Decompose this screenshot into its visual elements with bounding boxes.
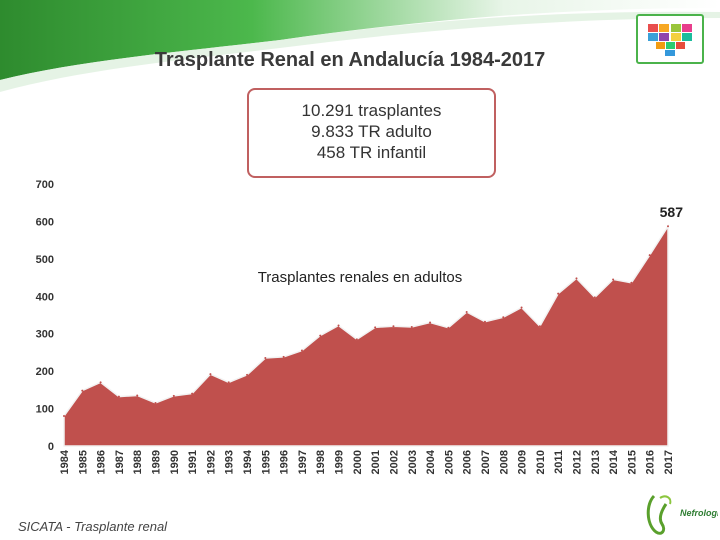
data-point — [593, 296, 596, 299]
y-tick-label: 0 — [48, 441, 54, 453]
chart-annotation: Trasplantes renales en adultos — [258, 269, 463, 286]
x-tick-label: 2007 — [480, 450, 492, 474]
x-tick-label: 2015 — [626, 450, 638, 474]
data-point — [264, 357, 267, 360]
y-tick-label: 200 — [36, 366, 54, 378]
data-point — [191, 392, 194, 395]
x-tick-label: 1994 — [242, 449, 254, 474]
slide-title: Trasplante Renal en Andalucía 1984-2017 — [154, 49, 546, 71]
data-point — [410, 325, 413, 328]
summary-total: 10.291 trasplantes — [301, 101, 442, 120]
x-tick-label: 1995 — [260, 450, 272, 474]
x-tick-label: 2004 — [425, 449, 437, 474]
x-tick-label: 1989 — [151, 450, 163, 474]
nefrologia-logo-text: Nefrología — [680, 508, 718, 518]
x-tick-label: 1993 — [224, 450, 236, 474]
nefrologia-logo: Nefrología — [646, 494, 718, 535]
data-point — [355, 338, 358, 341]
y-tick-label: 700 — [36, 179, 54, 191]
x-tick-label: 2003 — [407, 450, 419, 474]
y-tick-label: 300 — [36, 329, 54, 341]
x-tick-label: 1986 — [96, 450, 108, 474]
data-point — [63, 415, 65, 418]
x-tick-label: 1998 — [315, 450, 327, 474]
x-tick-label: 1991 — [187, 450, 199, 474]
x-tick-label: 2000 — [352, 450, 364, 474]
x-tick-label: 1987 — [114, 450, 126, 474]
x-tick-label: 1992 — [205, 450, 217, 474]
data-point — [612, 278, 615, 281]
x-tick-label: 2009 — [517, 450, 529, 474]
data-point — [337, 324, 340, 327]
x-tick-label: 2011 — [553, 450, 565, 474]
data-point — [447, 326, 450, 329]
summary-adult: 9.833 TR adulto — [311, 122, 432, 141]
data-point — [429, 321, 432, 324]
data-point — [648, 254, 651, 257]
data-point — [667, 225, 669, 228]
x-tick-label: 2014 — [608, 449, 620, 474]
data-point — [246, 373, 249, 376]
data-point — [630, 281, 633, 284]
data-point — [392, 325, 395, 328]
data-point — [520, 306, 523, 309]
data-point — [154, 401, 157, 404]
area-series — [63, 223, 669, 447]
x-tick-label: 2016 — [645, 450, 657, 474]
data-point — [502, 316, 505, 319]
x-tick-label: 2005 — [443, 450, 455, 474]
x-tick-label: 2006 — [462, 450, 474, 474]
data-point — [538, 325, 541, 328]
x-tick-label: 1996 — [279, 450, 291, 474]
data-point — [117, 395, 120, 398]
summary-pediatric: 458 TR infantil — [316, 143, 427, 162]
data-point — [465, 311, 468, 314]
data-point — [374, 326, 377, 329]
x-tick-label: 2008 — [498, 450, 510, 474]
x-tick-label: 1990 — [169, 450, 181, 474]
x-tick-label: 2001 — [370, 450, 382, 474]
data-point — [282, 355, 285, 358]
x-tick-label: 1997 — [297, 450, 309, 474]
x-tick-label: 1999 — [334, 450, 346, 474]
y-tick-label: 400 — [36, 291, 54, 303]
y-tick-label: 500 — [36, 254, 54, 266]
andalucia-heart-logo — [636, 14, 704, 64]
summary-box: 10.291 trasplantes 9.833 TR adulto 458 T… — [247, 88, 496, 178]
data-point — [172, 394, 175, 397]
data-point — [81, 389, 84, 392]
x-tick-label: 2002 — [388, 450, 400, 474]
data-point — [300, 349, 303, 352]
end-value-label: 587 — [660, 204, 684, 220]
x-tick-label: 2012 — [571, 450, 583, 474]
data-point — [99, 381, 102, 384]
x-tick-label: 1985 — [77, 450, 89, 474]
header-band — [0, 0, 720, 92]
area-chart: 0 100 200 300 400 500 600 700 1984 1985 1986 1987 19… — [36, 179, 684, 474]
x-tick-label: 2013 — [590, 450, 602, 474]
x-tick-label: 1984 — [59, 449, 71, 474]
y-tick-label: 100 — [36, 404, 54, 416]
data-point — [136, 394, 139, 397]
data-point — [319, 334, 322, 337]
data-point — [227, 381, 230, 384]
y-tick-label: 600 — [36, 216, 54, 228]
footer-source: SICATA - Trasplante renal — [18, 519, 168, 534]
data-point — [557, 292, 560, 295]
data-point — [483, 320, 486, 323]
x-tick-label: 1988 — [132, 450, 144, 474]
data-point — [575, 277, 578, 280]
x-tick-label: 2017 — [663, 450, 675, 474]
x-tick-label: 2010 — [535, 450, 547, 474]
data-point — [209, 373, 212, 376]
